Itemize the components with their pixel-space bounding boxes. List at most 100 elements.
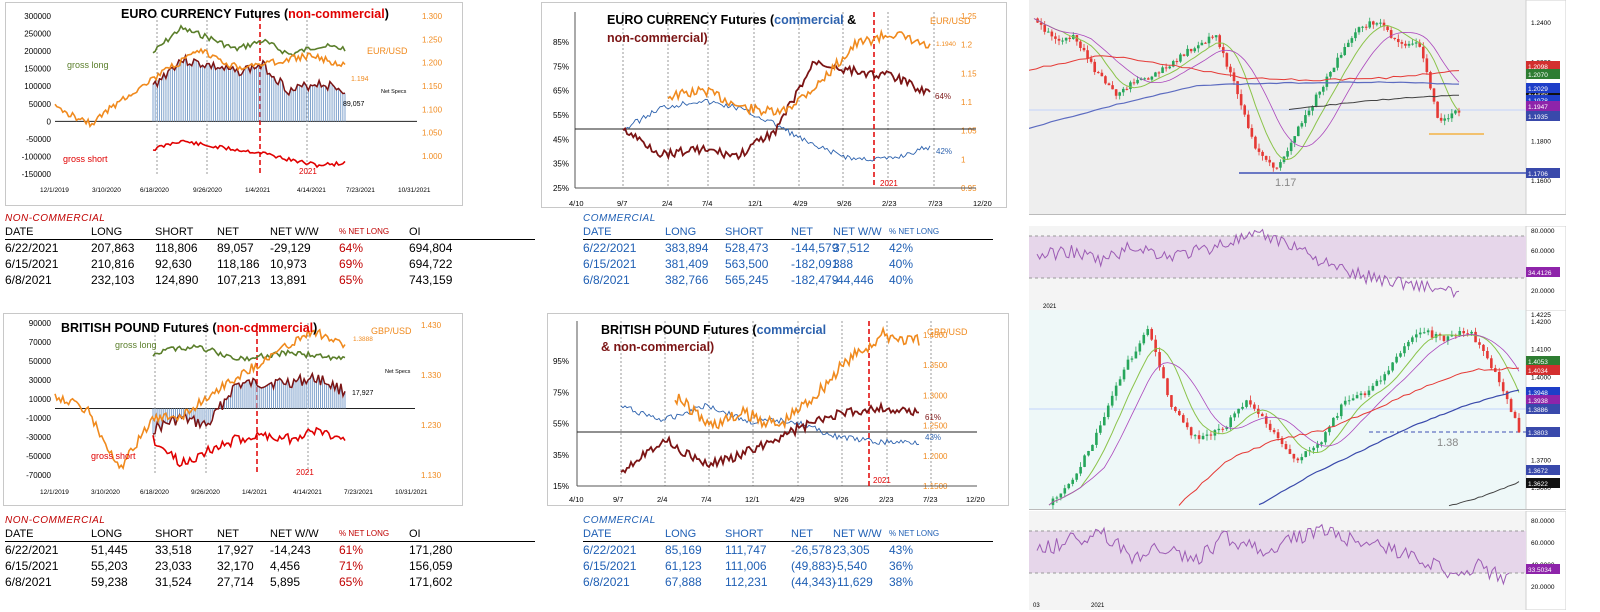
candle-body bbox=[1059, 493, 1063, 498]
year-label: 2021 bbox=[296, 468, 314, 477]
chart-border bbox=[547, 313, 1009, 506]
candle-body bbox=[1517, 417, 1521, 433]
table-cell: 32,170 bbox=[217, 559, 254, 573]
table-cell: 71% bbox=[339, 559, 364, 573]
candle-body bbox=[1292, 453, 1296, 459]
candle-body bbox=[1389, 30, 1393, 38]
candle-body bbox=[1043, 24, 1047, 32]
corner-label: 03 bbox=[1033, 603, 1040, 609]
candle-body bbox=[1068, 37, 1072, 39]
table-cell: 383,894 bbox=[665, 241, 709, 255]
y-tick-label: 90000 bbox=[29, 319, 52, 328]
table-cell: 65% bbox=[339, 273, 364, 287]
x-tick-label: 4/29 bbox=[790, 495, 805, 504]
axis-label: 1.1600 bbox=[1531, 178, 1551, 185]
candle-body bbox=[1079, 466, 1082, 474]
x-tick-label: 12/20 bbox=[966, 495, 985, 504]
candle-body bbox=[1411, 43, 1414, 45]
table-cell: 42% bbox=[889, 241, 914, 255]
candle-body bbox=[1257, 148, 1261, 152]
candle-body bbox=[1486, 350, 1489, 359]
gross-short-label: gross short bbox=[63, 154, 108, 164]
axis-label: 1.1800 bbox=[1531, 139, 1551, 146]
price-tag-label: 1.2070 bbox=[1528, 72, 1548, 79]
candle-body bbox=[1118, 379, 1122, 386]
x-tick-label: 10/31/2021 bbox=[398, 187, 431, 194]
table-cell: 27,714 bbox=[217, 575, 254, 589]
table-cell: 6/22/2021 bbox=[5, 241, 59, 255]
axis-label: 1.4100 bbox=[1531, 347, 1551, 354]
y2-tick-label: 1 bbox=[961, 155, 966, 164]
price-tag bbox=[1526, 465, 1560, 475]
candle-body bbox=[1268, 159, 1272, 163]
candle-body bbox=[1082, 47, 1086, 51]
net-last-label: 17,927 bbox=[352, 390, 374, 397]
candle-body bbox=[1170, 395, 1173, 407]
price-tag-label: 1.2098 bbox=[1528, 64, 1548, 71]
candle-body bbox=[1096, 72, 1100, 74]
candle-body bbox=[1166, 378, 1169, 396]
candle-body bbox=[1339, 55, 1343, 58]
candle-body bbox=[1418, 332, 1422, 335]
candle-body bbox=[1071, 479, 1074, 484]
x-tick-label: 7/4 bbox=[702, 199, 712, 208]
candle-body bbox=[1217, 428, 1221, 431]
candle-body bbox=[1205, 434, 1209, 436]
table-cell: 694,804 bbox=[409, 241, 453, 255]
axis-label: 1.4225 bbox=[1531, 312, 1551, 319]
y2-tick-label: 1.3500 bbox=[923, 361, 948, 370]
rsi-line bbox=[1036, 228, 1460, 299]
candle-body bbox=[1129, 82, 1132, 90]
axis-label: 1.4000 bbox=[1531, 374, 1551, 381]
candle-body bbox=[1239, 94, 1243, 106]
candle-body bbox=[1093, 61, 1097, 73]
candle-body bbox=[1186, 48, 1189, 56]
candle-body bbox=[1325, 76, 1329, 87]
rsi-line bbox=[1036, 523, 1510, 586]
x-tick-label: 9/7 bbox=[617, 199, 627, 208]
candle-body bbox=[1314, 94, 1318, 107]
table-cell: 111,747 bbox=[725, 543, 767, 557]
candle-body bbox=[1175, 61, 1179, 63]
chart-title: BRITISH POUND Futures (non-commercial) bbox=[61, 321, 317, 335]
price-axis bbox=[1525, 511, 1566, 610]
candle-body bbox=[1490, 358, 1493, 369]
table-cell: 31,524 bbox=[155, 575, 192, 589]
candle-body bbox=[1371, 385, 1375, 391]
chart-title-part: BRITISH POUND Futures ( bbox=[61, 321, 217, 335]
table-cell: 61,123 bbox=[665, 559, 702, 573]
candle-body bbox=[1122, 369, 1126, 380]
axis-label: 1.4200 bbox=[1531, 319, 1551, 326]
candle-body bbox=[1513, 411, 1517, 418]
y-tick-label: 55% bbox=[553, 111, 569, 120]
price-label: GBP/USD bbox=[371, 326, 412, 336]
table-cell: 6/15/2021 bbox=[5, 257, 59, 271]
gbp-noncommercial-table: NON-COMMERCIAL DATE LONG SHORT NET NET W/W % N… bbox=[5, 515, 535, 590]
table-cell: 6/15/2021 bbox=[5, 559, 59, 573]
chart-title: EURO CURRENCY Futures (commercial & bbox=[607, 13, 856, 27]
candle-body bbox=[1225, 426, 1229, 430]
euro-noncommercial-chart: 300000 250000 200000 150000 100000 50000 0 -500… bbox=[5, 2, 463, 206]
table-cell: 23,305 bbox=[833, 543, 870, 557]
price-tag bbox=[1526, 83, 1560, 93]
price-tag bbox=[1526, 356, 1560, 366]
candle-body bbox=[1382, 22, 1386, 27]
candle-body bbox=[1209, 434, 1213, 436]
column-header: % NET LONG bbox=[339, 227, 390, 236]
chart-title-part: commercial bbox=[774, 13, 843, 27]
table-cell: 694,722 bbox=[409, 257, 453, 271]
candle-body bbox=[1207, 36, 1211, 44]
table-row: 6/22/2021 207,863 118,806 89,057 -29,129 64% 6… bbox=[5, 240, 535, 256]
candle-body bbox=[1446, 118, 1450, 120]
y2-tick-label: 1.230 bbox=[421, 421, 442, 430]
candle-body bbox=[1179, 54, 1182, 62]
y-tick-label: 35% bbox=[553, 451, 569, 460]
table-cell: -144,579 bbox=[791, 241, 839, 255]
table-cell: 388 bbox=[833, 257, 854, 271]
ma-slow-line bbox=[1029, 55, 1460, 82]
column-header: DATE bbox=[583, 226, 612, 238]
table-cell: 382,766 bbox=[665, 273, 709, 287]
table-cell: 107,213 bbox=[217, 273, 261, 287]
candle-body bbox=[1505, 391, 1509, 400]
gbp-noncommercial-svg: 90000 70000 50000 30000 10000 -10000 -30000 -50… bbox=[3, 313, 463, 506]
